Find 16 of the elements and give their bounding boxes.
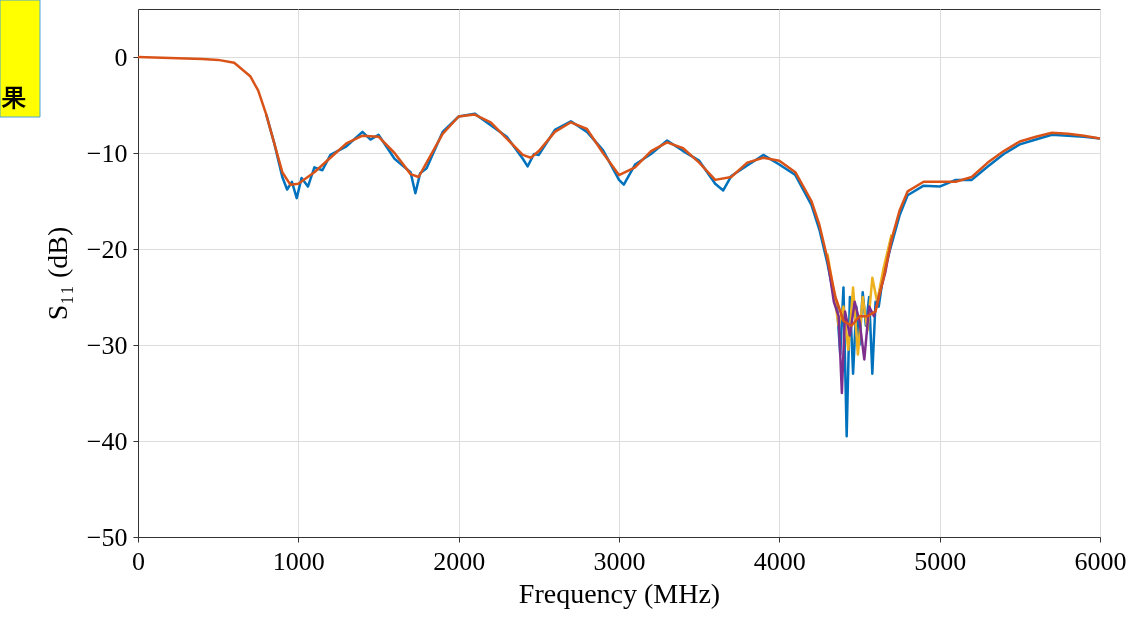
y-tick-label: −30 xyxy=(86,330,128,360)
text: 果 xyxy=(1,84,26,112)
x-tick-label: 3000 xyxy=(593,546,646,576)
y-axis-title: S₁₁ (dB) xyxy=(41,226,73,321)
y-tick-label: 0 xyxy=(114,42,128,72)
x-tick-label: 1000 xyxy=(272,546,325,576)
x-axis-title: Frequency (MHz) xyxy=(518,577,721,609)
y-tick-label: −10 xyxy=(86,138,128,168)
x-tick-label: 6000 xyxy=(1074,546,1127,576)
x-tick-label: 2000 xyxy=(433,546,486,576)
y-tick-label: −50 xyxy=(86,522,128,552)
x-tick-label: 4000 xyxy=(753,546,806,576)
y-tick-label: −20 xyxy=(86,234,128,264)
line-series xyxy=(138,55,1100,328)
x-tick-label: 5000 xyxy=(914,546,967,576)
y-tick-label: −40 xyxy=(86,426,128,456)
